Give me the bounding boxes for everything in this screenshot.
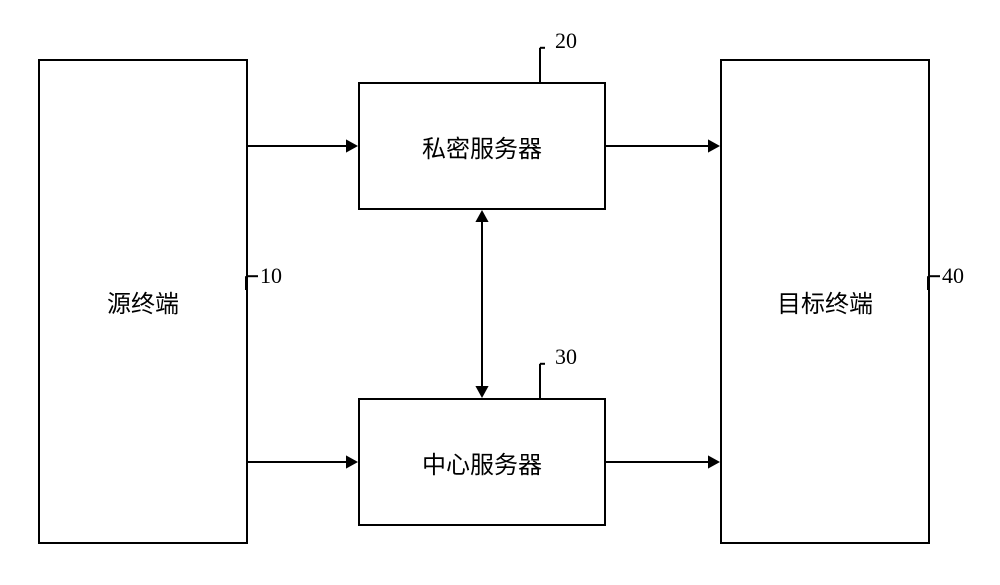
node-label: 私密服务器 <box>422 129 542 164</box>
node-label: 中心服务器 <box>422 445 542 480</box>
ref-label-text: 20 <box>555 28 577 53</box>
ref-label-10: 10 <box>260 263 282 289</box>
node-private-server: 私密服务器 <box>358 82 606 210</box>
ref-label-text: 10 <box>260 263 282 288</box>
node-label: 源终端 <box>107 284 179 319</box>
ref-label-20: 20 <box>555 28 577 54</box>
diagram-canvas: 源终端 私密服务器 中心服务器 目标终端 10 20 30 40 <box>0 0 1000 585</box>
ref-label-30: 30 <box>555 344 577 370</box>
ref-label-text: 30 <box>555 344 577 369</box>
ref-label-40: 40 <box>942 263 964 289</box>
ref-label-text: 40 <box>942 263 964 288</box>
node-target-terminal: 目标终端 <box>720 59 930 544</box>
node-label: 目标终端 <box>777 284 873 319</box>
node-center-server: 中心服务器 <box>358 398 606 526</box>
node-source-terminal: 源终端 <box>38 59 248 544</box>
